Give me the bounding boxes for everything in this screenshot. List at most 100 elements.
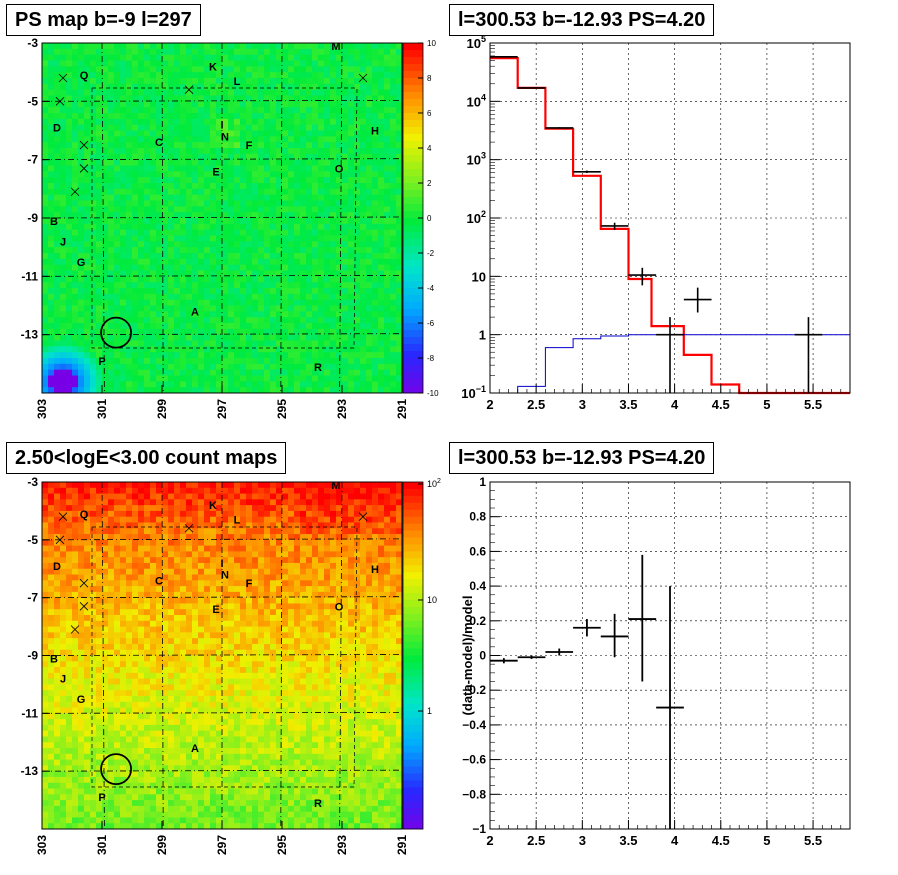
y-tick-label: -13 <box>21 764 39 778</box>
y-tick-label: 10 <box>472 269 486 284</box>
source-label: K <box>209 61 217 73</box>
source-cross <box>79 164 89 173</box>
spectrum-title: l=300.53 b=-12.93 PS=4.20 <box>449 4 715 36</box>
source-cross <box>58 512 68 521</box>
source-label: F <box>246 578 253 590</box>
x-tick-label: 2.5 <box>527 833 545 848</box>
grid-line <box>339 481 343 830</box>
colorbar-frame <box>402 481 424 830</box>
source-label: R <box>314 362 322 374</box>
source-cross <box>58 73 68 83</box>
colorbar-2: 102 10 1 <box>402 478 441 830</box>
x-tick-label: 2 <box>486 397 493 412</box>
x-tick-label: 303 <box>35 399 49 419</box>
x-tick-label: 5 <box>763 397 770 412</box>
y-tick-label: 104 <box>467 92 486 109</box>
source-label: C <box>155 137 163 149</box>
grid-line <box>280 42 283 394</box>
source-label: M <box>331 480 340 492</box>
x-tick-label: 297 <box>215 399 229 419</box>
source-cross <box>358 512 368 521</box>
source-cross <box>70 625 80 634</box>
grid-line <box>41 216 403 219</box>
x-tick-label: 299 <box>155 835 169 855</box>
source-label: O <box>335 163 344 175</box>
x-tick-label: 299 <box>155 399 169 419</box>
ps-map-title: PS map b=-9 l=297 <box>6 4 201 36</box>
grid-line <box>41 99 403 102</box>
residual-plot: 2 2.5 3 3.5 4 4.5 5 5.5 1 0.8 0.6 0.4 0.2 0 −0.2 −0.4 −0… <box>460 475 851 848</box>
colorbar-tick-label: 2 <box>427 179 432 188</box>
source-label: B <box>50 216 58 228</box>
source-label: N <box>221 570 229 582</box>
grid-line <box>41 333 403 336</box>
source-label: I <box>220 558 223 570</box>
colorbar-tick-label: -4 <box>427 284 435 293</box>
heatmap-panel-0: 303 301 299 297 295 293 291 -3 -5 -7 -9 -11 -13 M K L Q D… <box>21 36 409 419</box>
y-tick-label: -7 <box>27 153 38 167</box>
source-label: D <box>53 561 61 573</box>
y-tick-label: 10−1 <box>461 384 486 401</box>
source-label: A <box>191 306 199 318</box>
source-label: C <box>155 575 163 587</box>
y-tick-label: -5 <box>27 94 38 108</box>
y-tick-label: 102 <box>467 209 486 226</box>
y-tick-label: −0.6 <box>462 753 486 767</box>
source-label: B <box>50 653 58 665</box>
y-tick-label: -3 <box>27 36 38 50</box>
source-cross <box>184 85 194 94</box>
count-map-title: 2.50<logE<3.00 count maps <box>6 442 287 474</box>
x-tick-label: 293 <box>335 835 349 855</box>
grid-line <box>41 538 403 541</box>
source-cross <box>55 97 65 106</box>
source-label: L <box>234 515 241 527</box>
x-tick-label: 4.5 <box>712 397 730 412</box>
x-tick-label: 297 <box>215 835 229 855</box>
source-label: D <box>53 123 61 135</box>
y-tick-label: 0.2 <box>469 614 486 628</box>
source-label: Q <box>80 70 89 82</box>
y-tick-label: −1 <box>472 822 486 836</box>
y-tick-label: −0.2 <box>462 683 486 697</box>
roi-outline <box>91 87 358 349</box>
source-cross <box>358 73 368 83</box>
colorbar-tick-label: 102 <box>427 478 441 489</box>
colorbar-0: 10 8 6 4 2 0 -2 -4 -6 -8 -10 <box>402 39 439 398</box>
source-label: Q <box>80 509 89 521</box>
colorbar-tick-label: -6 <box>427 319 435 328</box>
y-tick-label: 1 <box>479 475 486 489</box>
source-label: I <box>220 120 223 132</box>
target-circle <box>100 316 132 349</box>
source-label: N <box>221 131 229 143</box>
y-tick-label: 103 <box>467 151 486 168</box>
source-label: P <box>98 356 105 368</box>
x-tick-label: 293 <box>335 399 349 419</box>
x-tick-label: 4.5 <box>712 833 730 848</box>
residual-title: l=300.53 b=-12.93 PS=4.20 <box>449 442 715 474</box>
source-label: M <box>331 41 340 53</box>
grid-line <box>41 711 403 714</box>
source-cross <box>184 523 194 533</box>
source-cross <box>79 140 89 150</box>
y-tick-label: −0.8 <box>462 787 486 801</box>
source-label: H <box>371 564 379 576</box>
x-tick-label: 4 <box>671 833 679 848</box>
source-label: E <box>212 166 219 178</box>
source-label: A <box>191 743 199 755</box>
x-tick-label: 295 <box>275 399 289 419</box>
model-histogram <box>490 57 850 395</box>
y-tick-label: -13 <box>21 328 39 342</box>
source-label: P <box>98 792 105 804</box>
y-tick-label: -11 <box>21 706 38 720</box>
heatmap-panel-2: 303 301 299 297 295 293 291 -3 -5 -7 -9 -11 -13 M K L Q D… <box>21 475 409 855</box>
x-tick-label: 291 <box>395 399 409 419</box>
colorbar-tick-label: -2 <box>427 249 435 258</box>
colorbar-tick-label: -10 <box>427 389 439 398</box>
grid-line <box>339 42 343 394</box>
y-tick-label: -11 <box>21 269 38 283</box>
colorbar-tick-label: 10 <box>427 595 437 605</box>
x-tick-label: 3 <box>579 833 586 848</box>
x-tick-label: 3 <box>579 397 586 412</box>
source-label: K <box>209 500 217 512</box>
